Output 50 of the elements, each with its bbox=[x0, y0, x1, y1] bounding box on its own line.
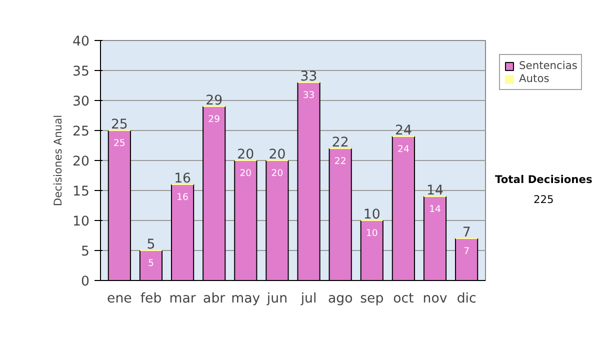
legend-label: Autos bbox=[519, 72, 550, 85]
total-label: 29 bbox=[206, 94, 223, 108]
data-label: 22 bbox=[334, 156, 346, 167]
x-tick-label: jul bbox=[300, 292, 317, 306]
data-label: 10 bbox=[366, 228, 378, 239]
total-label: 10 bbox=[363, 208, 380, 222]
data-label: 33 bbox=[302, 90, 315, 101]
y-tick-label: 0 bbox=[81, 274, 90, 290]
total-label: 14 bbox=[426, 184, 444, 198]
x-tick-label: ene bbox=[107, 292, 132, 306]
total-label: 20 bbox=[268, 148, 286, 162]
y-tick-label: 40 bbox=[72, 34, 90, 50]
data-label: 16 bbox=[176, 192, 189, 203]
total-label: 22 bbox=[332, 136, 349, 150]
y-tick-label: 15 bbox=[72, 184, 90, 200]
y-tick-label: 5 bbox=[81, 244, 90, 260]
total-label: 25 bbox=[110, 118, 128, 132]
y-axis-title: Decisiones Anual bbox=[52, 114, 65, 206]
x-tick-label: dic bbox=[456, 292, 476, 306]
data-label: 29 bbox=[208, 114, 220, 125]
legend-label: Sentencias bbox=[519, 59, 578, 72]
y-tick-label: 25 bbox=[72, 124, 90, 140]
y-tick-label: 35 bbox=[72, 64, 90, 80]
x-tick-label: feb bbox=[140, 292, 162, 306]
data-label: 24 bbox=[398, 144, 410, 155]
x-tick-label: may bbox=[231, 292, 260, 306]
text: Total Decisiones bbox=[495, 172, 592, 188]
total-label: 20 bbox=[237, 148, 254, 162]
total-label: 16 bbox=[174, 172, 192, 186]
x-tick-label: abr bbox=[203, 292, 226, 306]
x-tick-label: ago bbox=[328, 292, 353, 306]
y-tick-label: 10 bbox=[72, 214, 90, 230]
total-label: 33 bbox=[300, 70, 318, 84]
total-label: 24 bbox=[394, 124, 412, 138]
data-label: 5 bbox=[148, 258, 154, 269]
data-label: 14 bbox=[429, 204, 442, 215]
x-tick-label: jun bbox=[266, 292, 288, 306]
x-tick-label: sep bbox=[360, 292, 384, 306]
x-tick-label: mar bbox=[169, 292, 196, 306]
data-label: 20 bbox=[240, 168, 252, 179]
y-tick-label: 20 bbox=[72, 154, 90, 170]
x-tick-label: nov bbox=[422, 292, 448, 306]
y-tick-label: 30 bbox=[72, 94, 90, 110]
x-tick-label: oct bbox=[393, 292, 414, 306]
total-label: 5 bbox=[146, 238, 156, 252]
text: 225 bbox=[532, 192, 555, 208]
total-label: 7 bbox=[462, 226, 471, 240]
data-label: 20 bbox=[271, 168, 284, 179]
data-label: 25 bbox=[114, 138, 126, 149]
data-label: 7 bbox=[464, 246, 470, 257]
